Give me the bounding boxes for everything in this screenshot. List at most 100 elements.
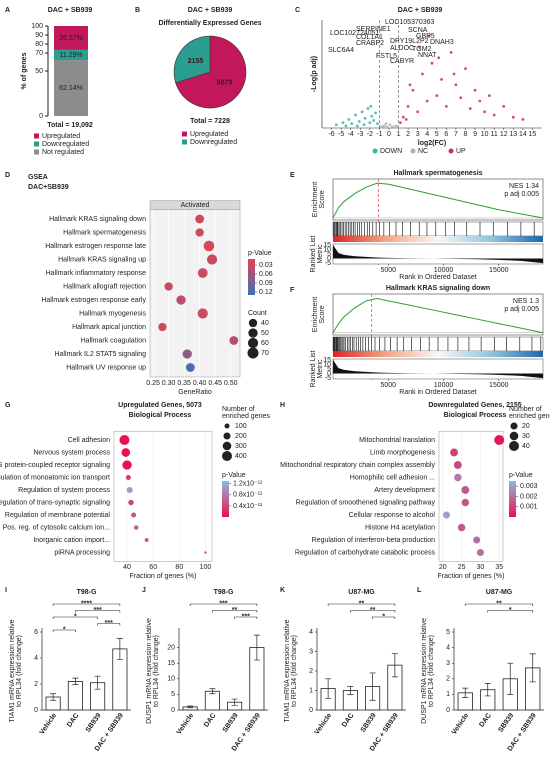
metric-tick-label: 10 xyxy=(323,361,331,368)
point xyxy=(334,123,338,127)
gene-label: SLC6A4 xyxy=(328,47,354,54)
y-tick-label: 15 xyxy=(167,660,175,667)
significance-bracket xyxy=(75,610,121,613)
y-axis-label: to RPL34 (fold change) xyxy=(291,635,298,707)
significance-bracket xyxy=(52,603,121,606)
nes-label: NES 1.34 xyxy=(509,183,539,190)
x-tick-label: 9 xyxy=(473,131,477,138)
size-legend-label: 300 xyxy=(235,443,247,450)
x-tick-label: 13 xyxy=(509,131,517,138)
y-tick-label: 1 xyxy=(309,687,313,694)
dot xyxy=(494,435,505,445)
panel-title: U87-MG xyxy=(348,589,375,596)
dot xyxy=(185,363,195,372)
metric-tick-label: -5 xyxy=(325,260,331,267)
category-label: Regulation of trans-synaptic signaling xyxy=(0,499,110,506)
gene-label: TGM2 xyxy=(412,46,432,53)
padj-label: p adj 0.005 xyxy=(504,191,539,198)
point xyxy=(454,83,458,87)
panel-subtitle: Differentially Expressed Genes xyxy=(158,20,261,27)
category-label: Regulation of interferon-beta production xyxy=(312,537,435,544)
dot xyxy=(125,475,131,480)
y-axis-label: Score xyxy=(319,190,326,208)
y-axis-label: to RPL34 (fold change) xyxy=(16,635,23,707)
y-tick-label: 4 xyxy=(446,644,450,651)
y-tick-label: 1 xyxy=(446,691,450,698)
size-legend-marker xyxy=(224,423,230,429)
metric-frame xyxy=(332,358,544,380)
panel-title: U87-MG xyxy=(486,589,513,596)
category-label: Regulation of carbohydrate catabolic pro… xyxy=(295,549,436,556)
x-tick-label: -5 xyxy=(338,131,344,138)
category-label: Mitochondrial respiratory chain complex … xyxy=(280,462,435,469)
colorbar-label: 0.003 xyxy=(520,483,538,490)
bar-segment xyxy=(54,26,88,50)
point xyxy=(437,56,441,60)
plot-area xyxy=(438,431,504,562)
size-legend-marker xyxy=(510,422,518,430)
category-label: Hallmark allograft rejection xyxy=(63,283,146,290)
y-tick-label: 0 xyxy=(309,707,313,714)
error-bar xyxy=(253,634,260,661)
y-tick-label: 20 xyxy=(167,644,175,651)
panel-title: Hallmark KRAS signaling down xyxy=(386,285,490,292)
legend-label: UP xyxy=(456,148,466,155)
point xyxy=(369,105,373,108)
x-tick-label: 60 xyxy=(149,564,157,571)
significance-label: *** xyxy=(105,620,113,627)
es-frame xyxy=(332,178,544,221)
category-label: Inorganic cation import... xyxy=(33,537,110,544)
point xyxy=(396,125,399,129)
point xyxy=(435,94,439,97)
dot xyxy=(197,308,208,319)
y-axis-label: Enrichment xyxy=(312,182,319,217)
metric-tick-label: 15 xyxy=(323,357,331,364)
significance-label: * xyxy=(509,607,512,614)
pie-slice xyxy=(173,35,211,84)
dot xyxy=(461,486,470,494)
y-axis-label: TIAM1 mRNA expression relative xyxy=(9,619,16,722)
x-tick-label: 35 xyxy=(495,564,503,571)
significance-label: ** xyxy=(232,607,238,614)
y-tick-label: 4 xyxy=(34,655,38,662)
plot-area xyxy=(149,209,241,378)
y-axis-label: to RPL34 (fold change) xyxy=(153,635,160,707)
x-tick-label: 2 xyxy=(406,131,410,138)
metric-frame xyxy=(332,243,544,265)
significance-label: * xyxy=(74,613,77,620)
x-tick-label: 3 xyxy=(416,131,420,138)
x-tick-label: -1 xyxy=(376,131,382,138)
legend-title: p-Value xyxy=(509,472,533,479)
dot xyxy=(195,228,204,237)
gene-label: LOC105370363 xyxy=(385,19,435,26)
y-tick-label: 2 xyxy=(446,676,450,683)
metric-tick-label: 5 xyxy=(327,366,331,373)
dot xyxy=(131,512,137,518)
bar-segment xyxy=(54,49,88,61)
point xyxy=(360,110,364,114)
x-tick-label: 10000 xyxy=(434,267,454,274)
x-tick-label: 15 xyxy=(529,131,537,138)
x-tick-label: SB939 xyxy=(360,712,378,734)
metric-tick-label: -5 xyxy=(325,375,331,382)
point xyxy=(370,114,374,118)
y-tick-label: 80 xyxy=(35,41,43,48)
y-tick-label: 0 xyxy=(34,707,38,714)
y-tick-label: 5 xyxy=(171,691,175,698)
category-label: Regulation of monoatomic ion transport xyxy=(0,474,110,481)
x-tick-label: 4 xyxy=(425,131,429,138)
point xyxy=(357,120,361,123)
category-label: Cellular response to alcohol xyxy=(349,512,436,519)
panel-letter: E xyxy=(290,172,295,179)
x-tick-label: 7 xyxy=(454,131,458,138)
colorbar-label: 0.03 xyxy=(259,262,273,269)
slice-label: 5073 xyxy=(217,80,233,87)
slice-label: 2155 xyxy=(188,58,204,65)
dot xyxy=(206,254,218,265)
significance-label: ** xyxy=(370,607,376,614)
point xyxy=(511,115,515,119)
point xyxy=(468,107,472,110)
rank-strip xyxy=(333,236,543,242)
x-tick-label: 0.50 xyxy=(224,380,238,387)
dot xyxy=(176,295,186,305)
